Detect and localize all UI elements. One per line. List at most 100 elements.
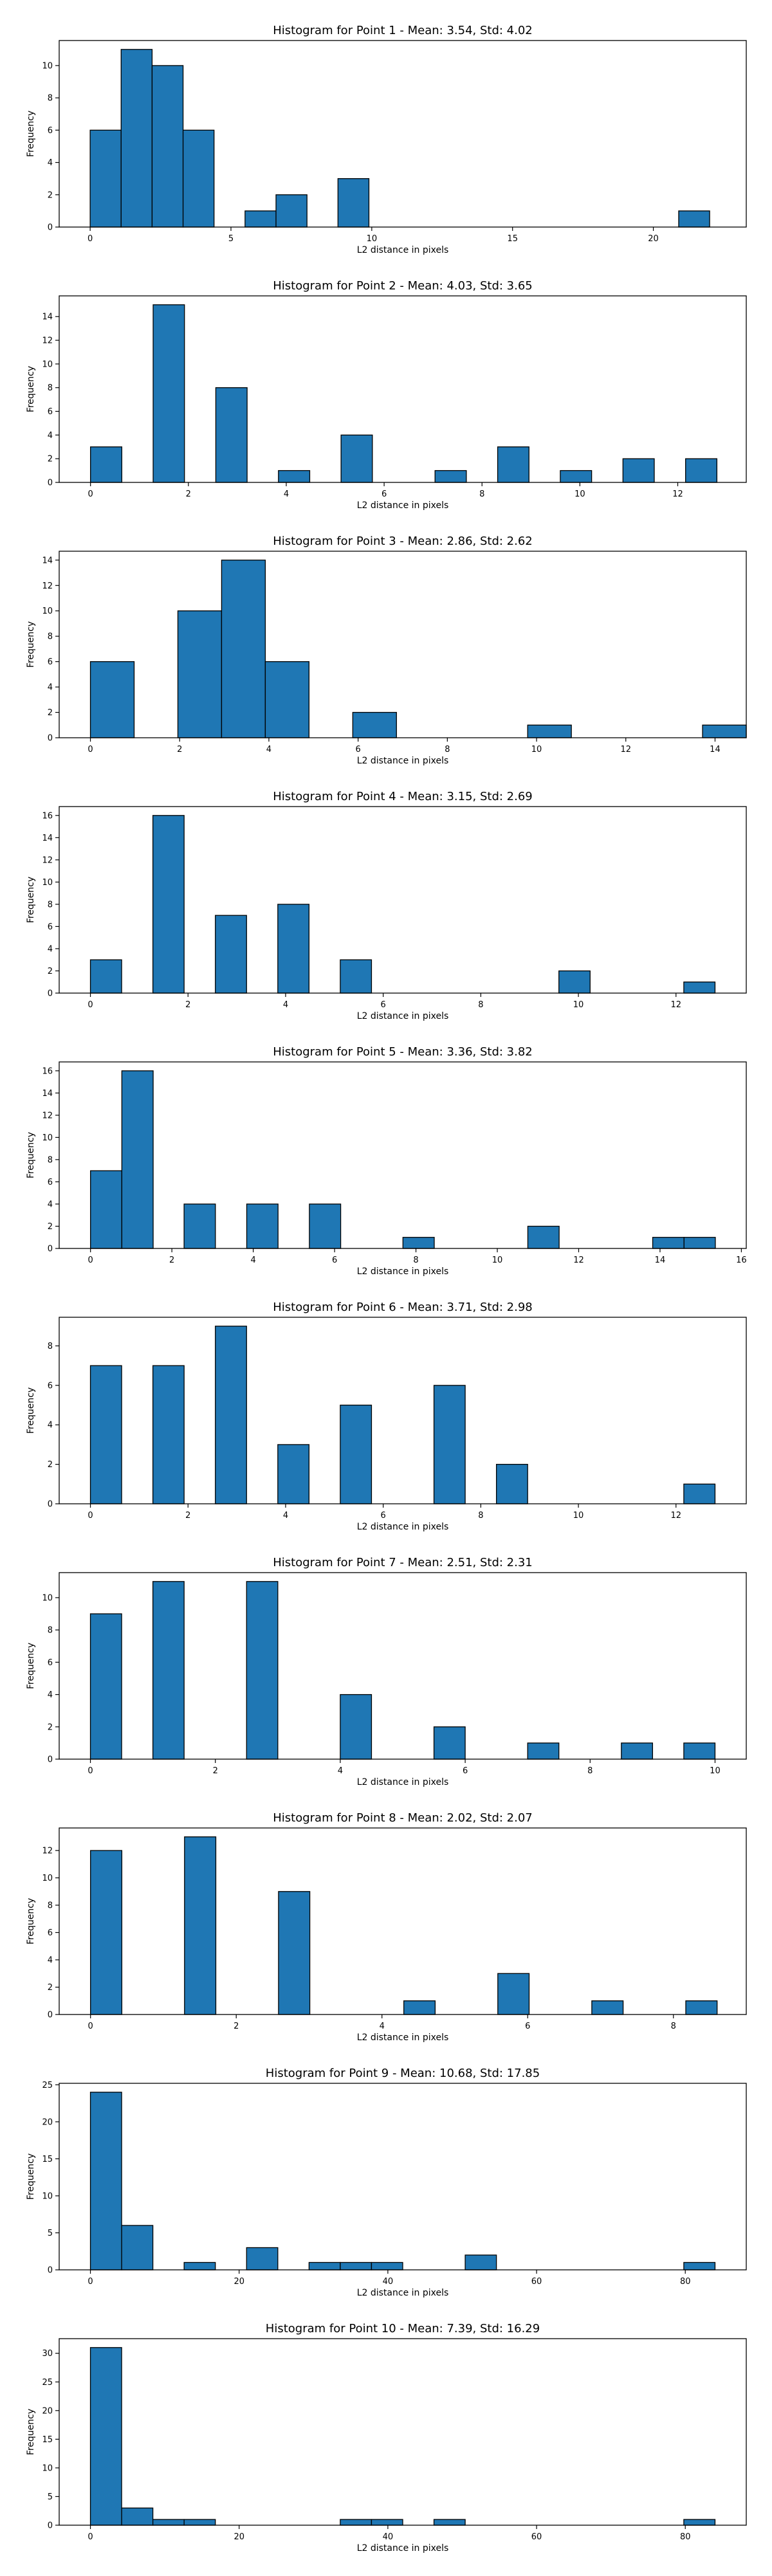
x-tick-label: 2	[185, 1511, 190, 1521]
x-tick-label: 60	[531, 2532, 542, 2542]
y-tick-label: 16	[42, 1066, 53, 1076]
x-tick-label: 14	[710, 745, 721, 754]
y-tick-label: 2	[48, 1222, 53, 1232]
x-tick-label: 8	[413, 1256, 418, 1265]
x-tick-label: 80	[680, 2532, 691, 2542]
y-tick-label: 20	[42, 2406, 53, 2416]
histogram-bar	[352, 711, 397, 738]
y-axis-label: Frequency	[26, 1132, 36, 1178]
x-tick-label: 20	[648, 234, 659, 244]
y-tick-label: 6	[48, 657, 53, 667]
histogram-bar	[371, 2519, 403, 2526]
y-tick-label: 8	[48, 1901, 53, 1911]
y-tick-label: 0	[48, 2266, 53, 2276]
x-tick-label: 4	[284, 489, 289, 499]
histogram-bar	[183, 2519, 216, 2526]
y-tick-label: 15	[42, 2435, 53, 2445]
y-tick-label: 6	[48, 407, 53, 417]
y-tick-label: 10	[42, 360, 53, 369]
histogram-bar	[652, 1237, 685, 1249]
histogram-bar	[278, 1891, 311, 2015]
x-tick-label: 10	[573, 1000, 584, 1010]
y-tick-label: 5	[48, 2229, 53, 2238]
histogram-bar	[152, 1581, 185, 1760]
y-tick-label: 4	[48, 1200, 53, 1209]
histogram-bar	[177, 610, 223, 738]
histogram-bar	[497, 1973, 530, 2015]
y-tick-label: 14	[42, 556, 53, 565]
y-tick-label: 10	[42, 2463, 53, 2473]
y-axis-label: Frequency	[26, 366, 36, 412]
histogram-bar	[683, 1742, 716, 1760]
histogram-bar	[89, 2347, 122, 2526]
y-tick-label: 2	[48, 190, 53, 200]
histogram-bar	[182, 129, 215, 228]
histogram-bar	[309, 1203, 342, 1249]
y-tick-label: 8	[48, 1626, 53, 1636]
y-tick-label: 20	[42, 2117, 53, 2127]
histogram-bar	[246, 2247, 279, 2270]
x-tick-label: 12	[573, 1256, 584, 1265]
y-tick-label: 6	[48, 1658, 53, 1668]
y-tick-label: 2	[48, 1983, 53, 1993]
x-tick-label: 10	[573, 1511, 584, 1521]
chart-title: Histogram for Point 10 - Mean: 7.39, Std…	[266, 2322, 540, 2335]
x-tick-label: 60	[531, 2277, 542, 2287]
histogram-bar	[121, 1070, 154, 1249]
x-tick-label: 0	[87, 2277, 93, 2287]
histogram-bar	[340, 434, 373, 483]
x-tick-label: 4	[250, 1256, 255, 1265]
histogram-bar	[152, 304, 185, 483]
y-tick-label: 4	[48, 1956, 53, 1966]
x-tick-label: 4	[380, 2022, 385, 2031]
histogram-bar	[434, 470, 467, 483]
x-tick-label: 2	[234, 2022, 239, 2031]
x-tick-label: 0	[87, 745, 93, 754]
x-axis-label: L2 distance in pixels	[357, 1266, 449, 1277]
y-tick-label: 5	[48, 2492, 53, 2502]
histogram-panel: 0 2 4 6 8 10 12 0 2 4 6 8 10 12 14 16 Histogram for Poin…	[26, 790, 747, 1021]
histogram-bar	[89, 129, 122, 228]
chart-title: Histogram for Point 1 - Mean: 3.54, Std:…	[273, 24, 533, 37]
histogram-panel: 0 2 4 6 8 10 12 0 2 4 6 8 10 12 14 Histogram for Point …	[26, 279, 747, 511]
histogram-bar	[337, 178, 370, 228]
histogram-bar	[340, 1694, 372, 1760]
chart-title: Histogram for Point 6 - Mean: 3.71, Std:…	[273, 1301, 533, 1314]
histogram-panel: 0 2 4 6 8 10 12 0 2 4 6 8 Histogram for Point 6 - Me…	[26, 1301, 747, 1532]
y-tick-label: 2	[48, 708, 53, 718]
histogram-bar	[121, 2507, 154, 2526]
histogram-bar	[152, 815, 185, 994]
histogram-bar	[277, 1444, 310, 1504]
chart-title: Histogram for Point 9 - Mean: 10.68, Std…	[266, 2067, 540, 2080]
x-tick-label: 80	[680, 2277, 691, 2287]
x-tick-label: 2	[177, 745, 182, 754]
y-tick-label: 2	[48, 1722, 53, 1732]
y-axis-label: Frequency	[26, 1898, 36, 1944]
y-tick-label: 4	[48, 1690, 53, 1700]
y-tick-label: 8	[48, 1342, 53, 1351]
histogram-panel: 0 5 10 15 20 0 2 4 6 8 10 Histogram for Point 1 - M…	[26, 24, 747, 255]
y-tick-label: 0	[48, 1245, 53, 1254]
x-axis-label: L2 distance in pixels	[357, 756, 449, 766]
y-axis-label: Frequency	[26, 111, 36, 157]
x-tick-label: 0	[88, 1256, 93, 1265]
y-tick-label: 0	[48, 989, 53, 999]
histogram-bar	[527, 724, 572, 738]
y-tick-label: 8	[48, 900, 53, 909]
histogram-bar	[340, 1404, 372, 1504]
x-axis-label: L2 distance in pixels	[357, 1522, 449, 1532]
y-tick-label: 2	[48, 967, 53, 976]
histogram-bar	[403, 2000, 436, 2015]
x-tick-label: 0	[87, 1766, 93, 1776]
y-tick-label: 10	[42, 1133, 53, 1143]
histogram-bar	[527, 1742, 560, 1760]
histogram-bar	[152, 1365, 185, 1504]
histogram-bar	[495, 1463, 528, 1504]
histogram-bar	[215, 915, 247, 994]
x-tick-label: 0	[87, 2532, 93, 2542]
x-tick-label: 12	[670, 1511, 681, 1521]
y-tick-label: 12	[42, 1847, 53, 1856]
x-tick-label: 2	[169, 1256, 174, 1265]
